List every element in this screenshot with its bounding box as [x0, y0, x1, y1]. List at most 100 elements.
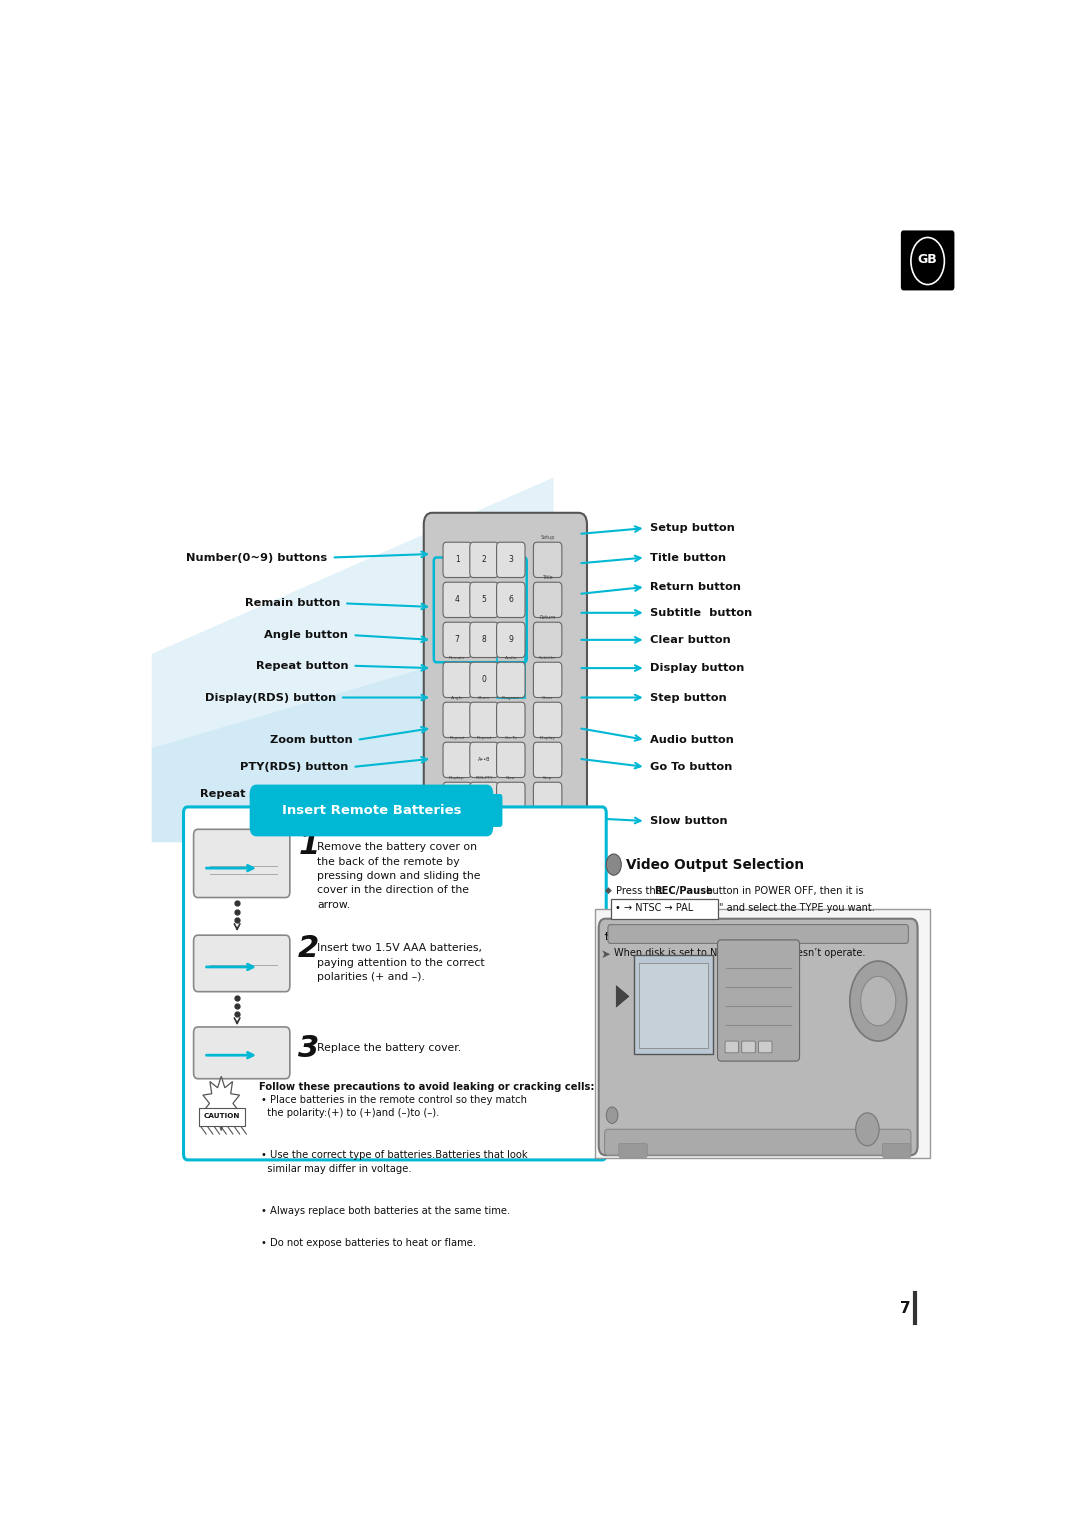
FancyBboxPatch shape — [598, 918, 918, 1155]
FancyBboxPatch shape — [470, 582, 498, 617]
Text: • Place batteries in the remote control so they match
  the polarity:(+) to (+)a: • Place batteries in the remote control … — [260, 1096, 527, 1118]
Text: Clear button: Clear button — [650, 634, 730, 645]
FancyBboxPatch shape — [534, 622, 562, 657]
FancyBboxPatch shape — [497, 622, 525, 657]
FancyBboxPatch shape — [619, 1143, 647, 1158]
FancyBboxPatch shape — [534, 703, 562, 738]
FancyBboxPatch shape — [470, 662, 498, 697]
Text: 1: 1 — [298, 831, 320, 860]
Text: 0: 0 — [482, 675, 486, 685]
FancyBboxPatch shape — [497, 743, 525, 778]
Text: Step button: Step button — [650, 692, 727, 703]
Text: ◆: ◆ — [606, 886, 612, 895]
Text: Remove the battery cover on
the back of the remote by
pressing down and sliding : Remove the battery cover on the back of … — [318, 842, 481, 909]
FancyBboxPatch shape — [443, 582, 472, 617]
FancyBboxPatch shape — [193, 935, 289, 992]
Text: When disk is set to NTSC in PAL, it doesn’t operate.: When disk is set to NTSC in PAL, it does… — [613, 947, 865, 958]
FancyBboxPatch shape — [470, 622, 498, 657]
Text: Zoom button: Zoom button — [270, 735, 352, 744]
FancyBboxPatch shape — [497, 662, 525, 697]
Text: Setup: Setup — [540, 535, 555, 539]
Text: Repeat button: Repeat button — [256, 660, 349, 671]
Text: Title button: Title button — [650, 553, 726, 562]
Text: 4: 4 — [455, 596, 460, 605]
Circle shape — [861, 976, 895, 1025]
Text: Clear: Clear — [542, 695, 553, 700]
Text: Go To: Go To — [504, 736, 516, 740]
Text: Program button: Program button — [246, 816, 349, 827]
FancyBboxPatch shape — [200, 1108, 245, 1126]
Text: 7: 7 — [455, 636, 460, 645]
Circle shape — [855, 1112, 879, 1146]
FancyBboxPatch shape — [758, 1041, 772, 1053]
Polygon shape — [203, 1076, 240, 1131]
FancyBboxPatch shape — [470, 703, 498, 738]
Polygon shape — [617, 986, 629, 1007]
Text: REC/Pause: REC/Pause — [653, 886, 713, 895]
Text: Insert two 1.5V AAA batteries,
paying attention to the correct
polarities (+ and: Insert two 1.5V AAA batteries, paying at… — [318, 943, 485, 983]
Text: 6: 6 — [509, 596, 513, 605]
Text: Title: Title — [542, 575, 553, 579]
Text: Slow button: Slow button — [650, 816, 728, 827]
Text: " and select the TYPE you want.: " and select the TYPE you want. — [719, 903, 875, 914]
FancyBboxPatch shape — [470, 542, 498, 578]
Text: converted to: converted to — [617, 898, 679, 909]
Text: Audio: Audio — [504, 656, 517, 660]
FancyBboxPatch shape — [249, 784, 494, 836]
Text: 3: 3 — [298, 1033, 320, 1062]
Circle shape — [606, 854, 621, 876]
FancyBboxPatch shape — [742, 1041, 755, 1053]
FancyBboxPatch shape — [497, 542, 525, 578]
FancyBboxPatch shape — [534, 542, 562, 578]
Text: GB: GB — [918, 254, 937, 266]
FancyBboxPatch shape — [608, 924, 908, 943]
Text: Slow: Slow — [507, 776, 515, 779]
Text: Return button: Return button — [650, 582, 741, 591]
Text: Display: Display — [540, 736, 555, 740]
Text: Repeat: Repeat — [449, 736, 464, 740]
Text: Insert Remote Batteries: Insert Remote Batteries — [282, 804, 461, 817]
Text: 7: 7 — [900, 1300, 910, 1316]
Text: • Do not expose batteries to heat or flame.: • Do not expose batteries to heat or fla… — [260, 1238, 475, 1247]
Text: Display button: Display button — [650, 663, 744, 674]
Text: 5: 5 — [482, 596, 486, 605]
FancyBboxPatch shape — [443, 782, 472, 817]
FancyBboxPatch shape — [639, 964, 707, 1048]
Text: Number(0~9) buttons: Number(0~9) buttons — [187, 553, 327, 562]
FancyBboxPatch shape — [534, 782, 562, 817]
Text: Angle: Angle — [451, 695, 463, 700]
Text: 2: 2 — [482, 555, 486, 564]
Text: • → NTSC → PAL: • → NTSC → PAL — [615, 903, 693, 914]
Text: Repeat A◄►◄B button: Repeat A◄►◄B button — [200, 788, 340, 799]
FancyBboxPatch shape — [534, 662, 562, 697]
Text: 9: 9 — [509, 636, 513, 645]
Circle shape — [850, 961, 907, 1041]
Text: 3: 3 — [509, 555, 513, 564]
Text: Display-: Display- — [449, 776, 465, 779]
FancyBboxPatch shape — [717, 940, 799, 1060]
Text: Follow these precautions to avoid leaking or cracking cells:: Follow these precautions to avoid leakin… — [259, 1082, 594, 1093]
FancyBboxPatch shape — [497, 582, 525, 617]
Text: Program: Program — [502, 695, 519, 700]
Text: Return: Return — [539, 614, 556, 620]
FancyBboxPatch shape — [443, 743, 472, 778]
FancyBboxPatch shape — [725, 1041, 739, 1053]
Text: 2: 2 — [298, 934, 320, 963]
FancyBboxPatch shape — [534, 743, 562, 778]
Text: button in POWER OFF, then it is: button in POWER OFF, then it is — [703, 886, 864, 895]
FancyBboxPatch shape — [443, 542, 472, 578]
Polygon shape — [151, 631, 554, 842]
FancyBboxPatch shape — [882, 1143, 910, 1158]
FancyBboxPatch shape — [443, 622, 472, 657]
Text: Remain button: Remain button — [245, 599, 340, 608]
Text: Video Output Selection: Video Output Selection — [626, 857, 805, 871]
Text: Subtitle  button: Subtitle button — [650, 608, 752, 617]
FancyBboxPatch shape — [443, 703, 472, 738]
Text: Zoom: Zoom — [477, 695, 490, 700]
Text: Angle button: Angle button — [265, 630, 349, 640]
Text: Step: Step — [543, 776, 552, 779]
Text: Setup button: Setup button — [650, 523, 734, 533]
FancyBboxPatch shape — [483, 795, 502, 827]
Text: • Use the correct type of batteries.Batteries that look
  similar may differ in : • Use the correct type of batteries.Batt… — [260, 1151, 527, 1174]
Text: Press the: Press the — [617, 886, 665, 895]
